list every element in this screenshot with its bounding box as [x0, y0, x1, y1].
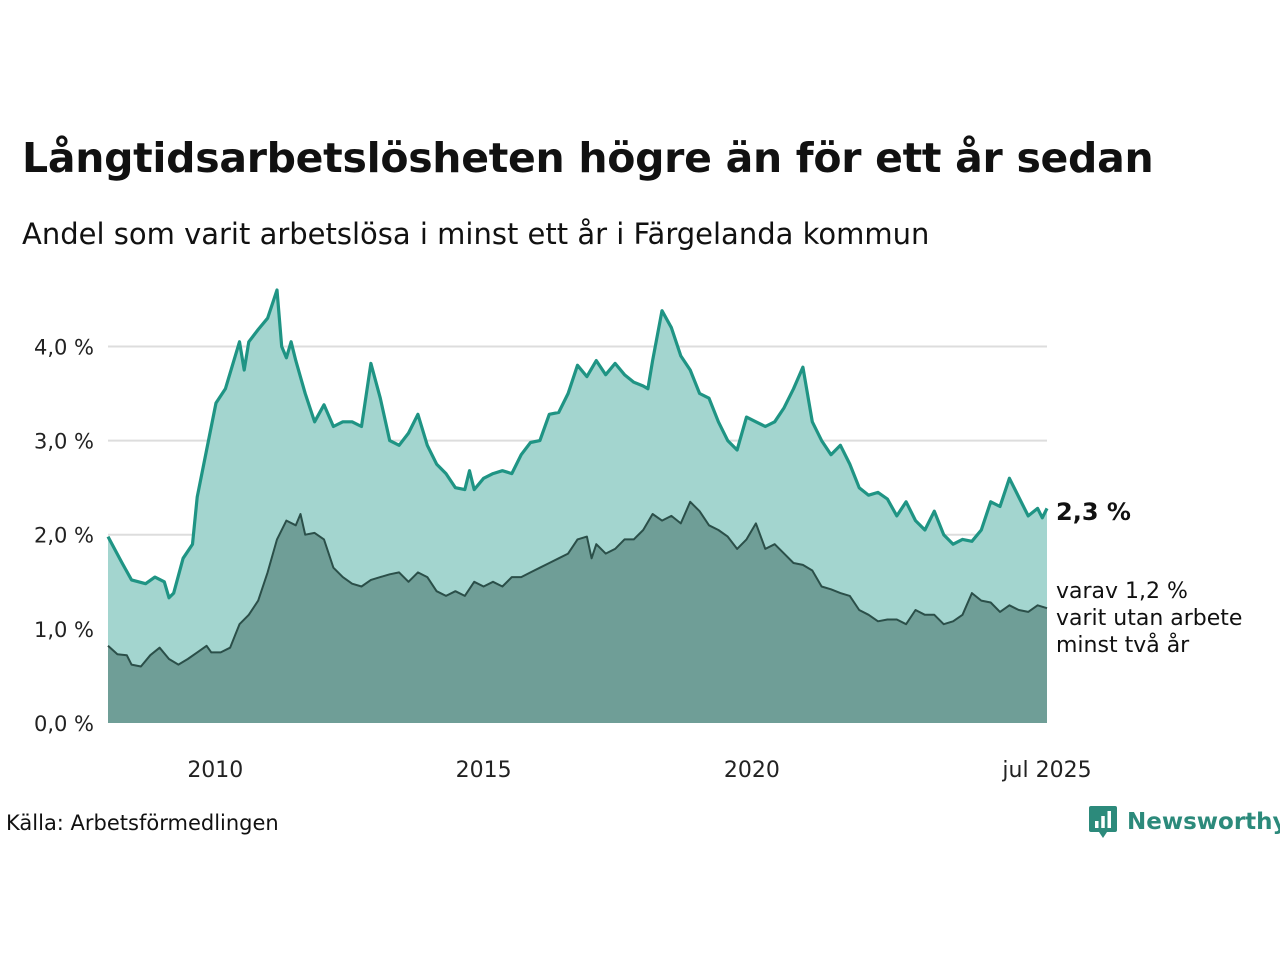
area-two-year [108, 501, 1047, 723]
line-two-year [107, 500, 1048, 668]
y-tick-label: 4,0 % [34, 335, 94, 359]
end-label-two-years-line-1: varav 1,2 % [1056, 579, 1188, 604]
y-tick-label: 0,0 % [34, 712, 94, 736]
areas [106, 288, 1049, 723]
newsworthy-logo-icon [1089, 806, 1117, 838]
brand-name: Newsworthy [1127, 809, 1280, 835]
x-axis: 2010 2015 2020 jul 2025 [187, 758, 1091, 783]
x-tick-label: 2020 [724, 758, 780, 783]
y-tick-label: 2,0 % [34, 524, 94, 548]
end-label-two-years-line-3: minst två år [1056, 632, 1190, 658]
chart-title: Långtidsarbetslösheten högre än för ett … [22, 134, 1154, 182]
y-axis: 0,0 % 1,0 % 2,0 % 3,0 % 4,0 % [34, 335, 94, 736]
y-tick-label: 1,0 % [34, 618, 94, 642]
x-tick-label: 2010 [187, 758, 243, 783]
x-tick-label: jul 2025 [1001, 758, 1091, 783]
brand-logo: Newsworthy [1088, 804, 1280, 840]
x-tick-label: 2015 [456, 758, 512, 783]
end-label-two-years-line-2: varit utan arbete [1056, 606, 1242, 631]
line-long-term [106, 288, 1049, 600]
chart-subtitle: Andel som varit arbetslösa i minst ett å… [22, 217, 930, 251]
y-tick-label: 3,0 % [34, 430, 94, 454]
end-labels: 2,3 % varav 1,2 % varit utan arbete mins… [1056, 498, 1242, 658]
source-note: Källa: Arbetsförmedlingen [6, 811, 279, 835]
end-label-long-term: 2,3 % [1056, 498, 1131, 526]
